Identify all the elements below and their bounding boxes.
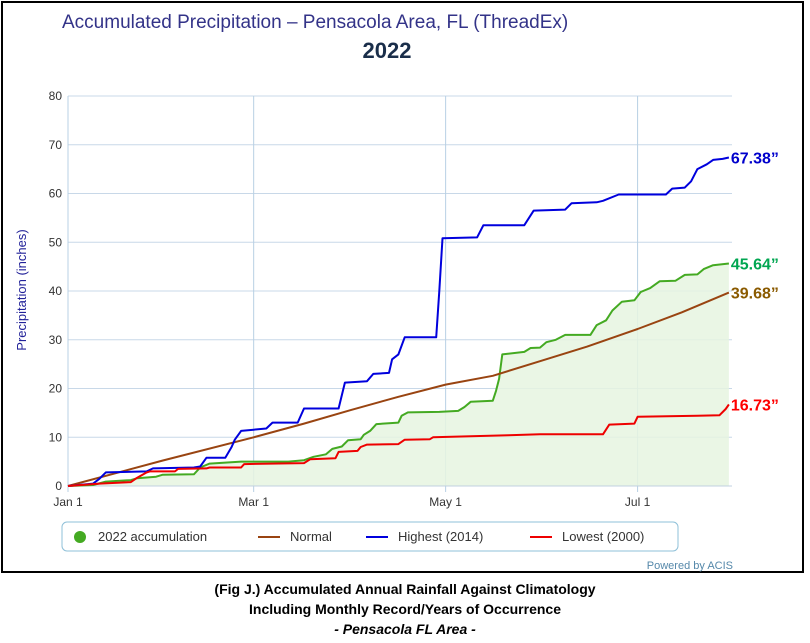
y-axis-label: Precipitation (inches) bbox=[14, 229, 29, 350]
x-tick-label: May 1 bbox=[429, 495, 462, 509]
y-tick-label: 30 bbox=[49, 333, 63, 347]
end-label-normal: 39.68” bbox=[731, 286, 779, 303]
credit-text[interactable]: Powered by ACIS bbox=[647, 560, 733, 572]
legend-label-lowest[interactable]: Lowest (2000) bbox=[562, 529, 644, 544]
x-tick-label: Jan 1 bbox=[53, 495, 83, 509]
y-tick-labels: 0 10 20 30 40 50 60 70 80 bbox=[49, 89, 63, 493]
legend-label-normal[interactable]: Normal bbox=[290, 529, 332, 544]
area-fill-layer bbox=[68, 263, 729, 486]
series-line-lowest[interactable] bbox=[67, 403, 730, 487]
y-tick-label: 50 bbox=[49, 235, 63, 249]
legend-marker-acc2022 bbox=[74, 531, 86, 543]
x-tick-label: Jul 1 bbox=[625, 495, 651, 509]
y-tick-label: 0 bbox=[55, 479, 62, 493]
figure-caption: (Fig J.) Accumulated Annual Rainfall Aga… bbox=[0, 579, 810, 639]
y-tick-label: 40 bbox=[49, 284, 63, 298]
caption-line-3: - Pensacola FL Area - bbox=[334, 621, 476, 637]
series-line-acc2022[interactable] bbox=[67, 262, 730, 487]
end-label-acc2022: 45.64” bbox=[731, 257, 779, 274]
y-tick-label: 10 bbox=[49, 430, 63, 444]
legend-label-highest[interactable]: Highest (2014) bbox=[398, 529, 483, 544]
chart-subtitle: 2022 bbox=[363, 38, 412, 63]
y-tick-label: 80 bbox=[49, 89, 63, 103]
x-tick-labels: Jan 1 Mar 1 May 1 Jul 1 bbox=[53, 495, 650, 509]
end-labels: 45.64” 39.68” 67.38” 16.73” bbox=[731, 151, 779, 415]
caption-line-1: (Fig J.) Accumulated Annual Rainfall Aga… bbox=[214, 581, 596, 597]
end-label-lowest: 16.73” bbox=[731, 397, 779, 414]
precipitation-chart: Accumulated Precipitation – Pensacola Ar… bbox=[14, 12, 779, 572]
y-tick-label: 60 bbox=[49, 187, 63, 201]
end-label-highest: 67.38” bbox=[731, 151, 779, 168]
legend-label-acc2022[interactable]: 2022 accumulation bbox=[98, 529, 207, 544]
legend: 2022 accumulation Normal Highest (2014) Low… bbox=[61, 521, 679, 552]
y-tick-label: 70 bbox=[49, 138, 63, 152]
series-layer bbox=[67, 156, 730, 487]
caption-line-2: Including Monthly Record/Years of Occurr… bbox=[249, 601, 561, 617]
y-tick-label: 20 bbox=[49, 382, 63, 396]
x-tick-label: Mar 1 bbox=[238, 495, 269, 509]
series-area-acc2022 bbox=[68, 263, 729, 486]
series-line-highest[interactable] bbox=[67, 156, 730, 487]
series-line-normal[interactable] bbox=[67, 291, 730, 487]
chart-title: Accumulated Precipitation – Pensacola Ar… bbox=[62, 12, 568, 33]
